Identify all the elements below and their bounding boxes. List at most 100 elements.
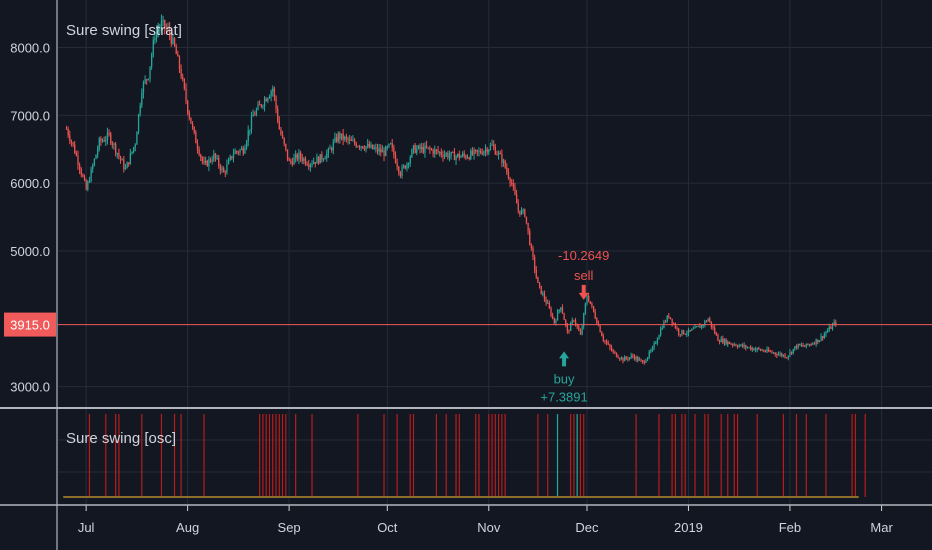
candle-body bbox=[740, 344, 742, 346]
candle-body bbox=[486, 149, 488, 153]
candle-body bbox=[131, 151, 133, 154]
candle-body bbox=[738, 345, 740, 347]
candle-body bbox=[340, 133, 343, 139]
candle-body bbox=[736, 345, 739, 347]
candle-body bbox=[820, 336, 822, 341]
x-tick-label: 2019 bbox=[674, 520, 703, 535]
candle-body bbox=[556, 311, 559, 321]
candle-body bbox=[457, 153, 459, 157]
candle-body bbox=[732, 344, 734, 346]
candle-body bbox=[314, 161, 316, 164]
candle-body bbox=[213, 153, 215, 161]
candle-body bbox=[561, 307, 564, 314]
x-tick-label: Mar bbox=[870, 520, 893, 535]
candle-body bbox=[262, 105, 264, 107]
candle-body bbox=[219, 165, 222, 171]
candle-body bbox=[407, 163, 410, 165]
candle-body bbox=[658, 335, 660, 340]
candle-body bbox=[85, 180, 87, 190]
candle-body bbox=[604, 340, 606, 342]
candle-body bbox=[632, 355, 634, 357]
candle-body bbox=[709, 318, 711, 322]
candle-body bbox=[448, 155, 451, 158]
candle-body bbox=[290, 160, 292, 162]
candle-body bbox=[489, 145, 492, 150]
candle-body bbox=[160, 20, 163, 28]
candle-body bbox=[705, 321, 708, 323]
candle-body bbox=[501, 153, 503, 163]
candle-body bbox=[332, 141, 334, 151]
candle-body bbox=[511, 182, 513, 184]
candle-body bbox=[637, 357, 639, 361]
candle-body bbox=[349, 139, 351, 141]
candle-body bbox=[281, 134, 284, 138]
candle-body bbox=[833, 322, 835, 325]
candle-body bbox=[761, 350, 763, 352]
candle-body bbox=[574, 320, 577, 325]
y-tick-label: 6000.0 bbox=[10, 176, 50, 191]
candle-body bbox=[134, 144, 136, 148]
candle-body bbox=[583, 313, 585, 327]
candle-body bbox=[493, 144, 495, 148]
candle-body bbox=[660, 329, 662, 336]
candle-body bbox=[586, 295, 588, 304]
candle-body bbox=[301, 157, 303, 162]
candle-body bbox=[370, 144, 372, 148]
candle-body bbox=[283, 137, 285, 144]
candle-body bbox=[335, 137, 338, 142]
candle-body bbox=[255, 109, 258, 115]
candle-body bbox=[190, 117, 192, 124]
candle-body bbox=[164, 20, 166, 28]
candle-body bbox=[550, 308, 552, 316]
candle-body bbox=[288, 158, 290, 161]
candle-body bbox=[427, 147, 429, 149]
candle-body bbox=[797, 343, 799, 348]
candle-body bbox=[79, 164, 81, 170]
candle-body bbox=[817, 339, 819, 343]
candle-body bbox=[316, 156, 318, 164]
candle-body bbox=[787, 355, 789, 358]
candle-body bbox=[360, 146, 362, 148]
candle-body bbox=[144, 79, 146, 83]
candle-body bbox=[768, 349, 770, 352]
candle-body bbox=[696, 326, 698, 328]
candle-body bbox=[596, 318, 598, 324]
candle-body bbox=[800, 345, 803, 347]
candle-body bbox=[309, 164, 312, 167]
candle-body bbox=[666, 315, 668, 322]
candle-body bbox=[119, 156, 122, 160]
candle-body bbox=[263, 99, 266, 106]
candle-body bbox=[378, 148, 380, 152]
candle-body bbox=[65, 128, 68, 130]
candle-body bbox=[412, 145, 415, 150]
candle-body bbox=[185, 88, 187, 101]
price-series bbox=[65, 14, 837, 365]
candle-body bbox=[425, 145, 428, 148]
candle-body bbox=[142, 82, 145, 93]
candle-body bbox=[177, 53, 179, 57]
sell-label: sell bbox=[574, 268, 594, 283]
candle-body bbox=[525, 216, 528, 223]
candle-body bbox=[630, 355, 632, 358]
candle-body bbox=[687, 329, 690, 334]
candle-body bbox=[247, 130, 249, 142]
candle-body bbox=[106, 132, 109, 140]
candle-body bbox=[200, 154, 202, 158]
candle-body bbox=[651, 347, 654, 351]
candle-body bbox=[155, 31, 158, 38]
candle-body bbox=[295, 154, 297, 158]
candle-body bbox=[88, 181, 91, 183]
candle-body bbox=[273, 88, 276, 97]
candle-body bbox=[573, 320, 575, 322]
candle-body bbox=[406, 163, 408, 169]
candle-body bbox=[779, 353, 781, 355]
candle-body bbox=[478, 151, 480, 153]
candle-body bbox=[169, 27, 171, 36]
candle-body bbox=[463, 153, 465, 156]
candle-body bbox=[226, 164, 228, 173]
candle-body bbox=[548, 302, 551, 309]
candle-body bbox=[298, 152, 300, 160]
candle-body bbox=[545, 299, 547, 304]
candle-body bbox=[535, 269, 537, 277]
